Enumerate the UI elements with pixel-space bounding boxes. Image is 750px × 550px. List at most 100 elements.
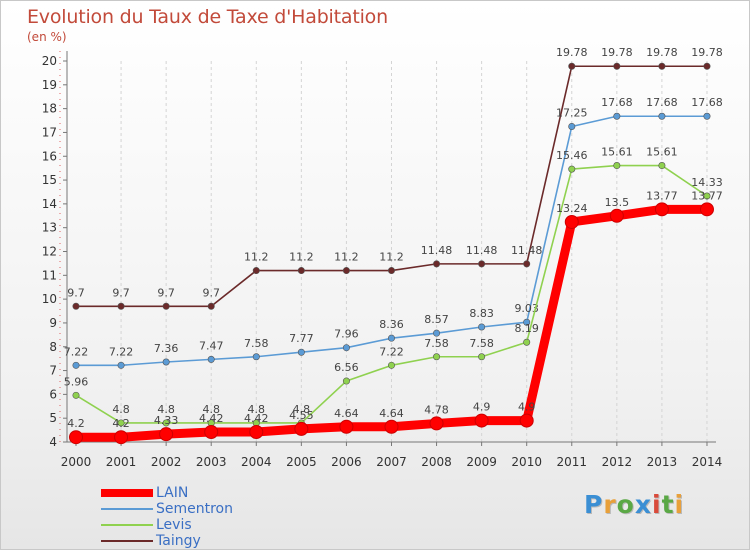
unit-label: (en %) (27, 30, 67, 44)
data-label-taingy: 11.48 (466, 244, 498, 257)
data-label-taingy: 9.7 (157, 286, 175, 299)
data-label-levis: 8.19 (514, 322, 539, 335)
data-point-sementron (433, 329, 441, 337)
data-point-taingy (387, 267, 395, 275)
y-tick-label: 7 (49, 364, 57, 378)
data-label-sementron: 7.22 (109, 345, 134, 358)
legend-swatch-taingy (101, 540, 153, 542)
data-label-levis: 4.8 (202, 403, 220, 416)
legend-label-sementron: Sementron (156, 501, 233, 517)
data-point-lain (69, 430, 83, 445)
data-point-taingy (433, 260, 441, 268)
data-label-lain: 13.24 (556, 202, 588, 215)
data-label-taingy: 19.78 (556, 46, 588, 59)
data-label-lain: 4.64 (379, 407, 404, 420)
y-tick-label: 8 (49, 340, 57, 354)
data-label-levis: 5.96 (64, 375, 89, 388)
y-tick-label: 17 (42, 125, 57, 139)
data-point-lain (474, 413, 489, 428)
data-point-sementron (207, 355, 215, 363)
data-label-taingy: 11.2 (289, 251, 314, 264)
chart-title: Evolution du Taux de Taxe d'Habitation (27, 6, 388, 28)
y-tick-label: 12 (42, 245, 57, 259)
data-point-levis (703, 192, 711, 200)
data-point-lain (654, 202, 669, 217)
data-point-levis (523, 338, 531, 346)
data-label-taingy: 11.48 (421, 244, 453, 257)
data-point-lain (519, 413, 534, 428)
data-label-lain: 13.5 (605, 196, 630, 209)
series-levis: 5.96 4.8 4.8 4.8 4.8 4.8 6.56 7.22 7.58 7.58 8.19 1… (64, 146, 723, 427)
data-label-levis: 4.8 (157, 403, 175, 416)
data-point-sementron (703, 112, 711, 120)
y-tick-label: 11 (42, 268, 57, 282)
data-point-levis (72, 391, 80, 399)
data-label-levis: 15.46 (556, 149, 588, 162)
x-tick-label: 2004 (241, 455, 272, 469)
data-point-taingy (703, 62, 711, 70)
data-point-lain (699, 202, 714, 217)
data-label-lain: 4.55 (289, 409, 314, 422)
series-sementron: 7.22 7.22 7.36 7.47 7.58 7.77 7.96 8.36 8.57 8.83… (64, 96, 723, 369)
data-point-lain (339, 419, 354, 434)
data-point-levis (478, 353, 486, 361)
legend-label-taingy: Taingy (156, 533, 201, 549)
data-point-taingy (613, 62, 621, 70)
data-label-sementron: 7.22 (64, 345, 89, 358)
y-tick-label: 5 (49, 411, 57, 425)
data-point-sementron (478, 323, 486, 331)
logo-letter: i (674, 490, 685, 519)
data-label-levis: 6.56 (334, 361, 359, 374)
y-tick-label: 20 (42, 54, 57, 68)
logo-letter: P (584, 490, 604, 519)
data-point-lain (204, 424, 219, 439)
data-label-taingy: 11.2 (244, 251, 269, 264)
data-point-sementron (117, 361, 125, 369)
x-tick-label: 2003 (196, 455, 227, 469)
y-tick-label: 19 (42, 78, 57, 92)
data-label-taingy: 11.2 (334, 251, 359, 264)
data-label-levis: 7.22 (379, 345, 404, 358)
data-label-lain: 4.9 (473, 401, 491, 414)
data-label-lain: 4.2 (67, 417, 85, 430)
data-point-levis (342, 377, 350, 385)
data-label-lain: 4.42 (244, 412, 269, 425)
x-tick-label: 2012 (602, 455, 633, 469)
data-point-sementron (297, 348, 305, 356)
data-label-sementron: 17.68 (601, 96, 633, 109)
data-label-taingy: 9.7 (112, 286, 130, 299)
series-lain: 4.2 4.2 4.33 4.42 4.42 4.55 4.64 4.64 4.78 4.9 4.9… (67, 189, 723, 445)
data-point-lain (609, 208, 624, 223)
data-label-lain: 4.2 (112, 417, 130, 430)
data-label-sementron: 8.83 (469, 307, 494, 320)
data-point-taingy (72, 302, 80, 310)
data-label-levis: 7.58 (469, 337, 494, 350)
y-tick-label: 16 (42, 149, 57, 163)
data-label-levis: 4.8 (293, 403, 311, 416)
x-tick-label: 2009 (466, 455, 497, 469)
data-point-sementron (568, 122, 576, 130)
data-label-lain: 13.77 (646, 189, 678, 202)
data-label-lain: 4.33 (154, 414, 179, 427)
data-label-sementron: 7.96 (334, 328, 359, 341)
data-label-sementron: 8.57 (424, 313, 449, 326)
x-tick-label: 2002 (151, 455, 182, 469)
y-tick-label: 18 (42, 102, 57, 116)
data-label-taingy: 11.2 (379, 251, 404, 264)
data-label-sementron: 17.68 (691, 96, 723, 109)
data-point-sementron (613, 112, 621, 120)
data-point-sementron (342, 344, 350, 352)
x-tick-label: 2000 (61, 455, 92, 469)
data-point-lain (159, 427, 174, 442)
data-point-levis (568, 165, 576, 173)
data-label-sementron: 9.03 (514, 302, 539, 315)
data-label-levis: 14.33 (691, 176, 723, 189)
data-point-lain (249, 424, 264, 439)
x-tick-label: 2014 (692, 455, 723, 469)
data-point-lain (564, 214, 579, 229)
legend-item-levis: Levis (101, 517, 233, 533)
data-point-sementron (252, 353, 260, 361)
data-label-lain: 13.77 (691, 189, 723, 202)
x-tick-label: 2007 (376, 455, 407, 469)
data-point-sementron (658, 112, 666, 120)
